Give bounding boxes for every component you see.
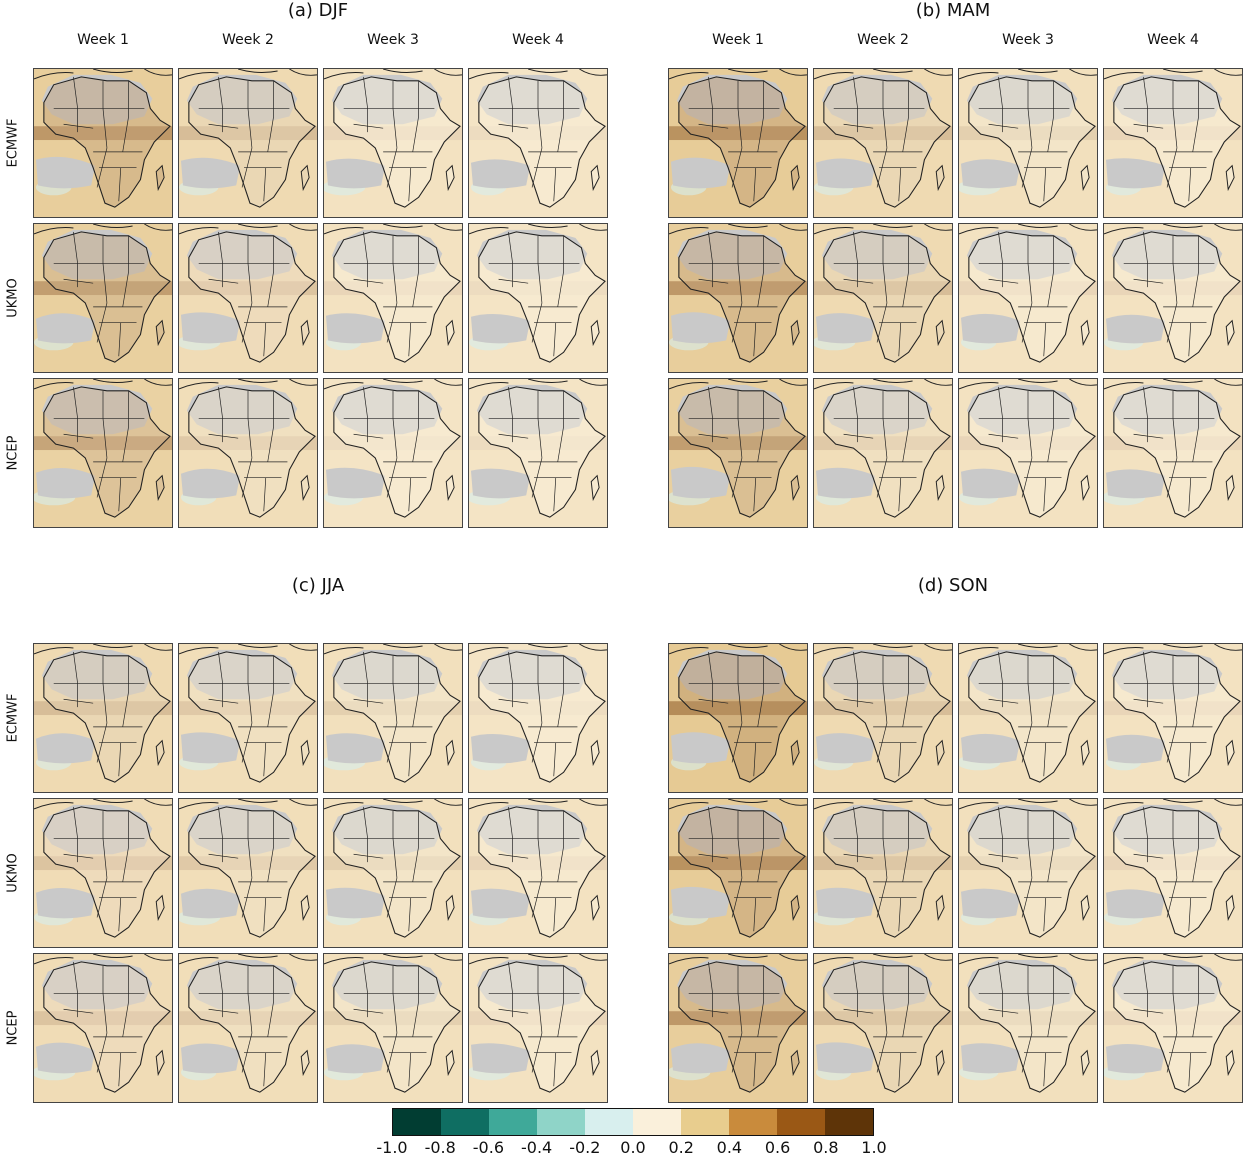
africa-map [668,223,808,373]
column-header: Week 4 [512,32,564,48]
colorbar [392,1108,874,1136]
colorbar-tick-label: -0.6 [472,1138,504,1157]
row-label: NCEP [5,435,21,471]
africa-map [468,68,608,218]
column-header: Week 1 [712,32,764,48]
colorbar-tick-label: 0.0 [620,1138,646,1157]
africa-map [668,68,808,218]
colorbar-segment [681,1109,729,1135]
column-header: Week 3 [1002,32,1054,48]
africa-map [33,223,173,373]
panel-1: (a) DJF Week 1 Week 2 Week 3 Week 4 ECMWF UKMO… [6,0,608,528]
africa-map [468,798,608,948]
africa-map [1103,798,1243,948]
africa-map [323,953,463,1103]
africa-map [958,643,1098,793]
africa-map [813,643,953,793]
africa-map [1103,68,1243,218]
column-header: Week 2 [857,32,909,48]
africa-map [813,378,953,528]
africa-map [323,643,463,793]
africa-map [813,953,953,1103]
panel-title: (d) SON [917,575,989,596]
africa-map [33,798,173,948]
colorbar-segment [777,1109,825,1135]
colorbar-segment [489,1109,537,1135]
africa-map [323,378,463,528]
africa-map [178,68,318,218]
colorbar-tick-label: -0.2 [569,1138,601,1157]
africa-map [468,378,608,528]
africa-map [468,643,608,793]
africa-map [1103,223,1243,373]
colorbar-tick-label: -0.4 [520,1138,553,1157]
africa-map [178,223,318,373]
row-label: NCEP [5,1010,21,1046]
africa-map [668,953,808,1103]
colorbar-segment [585,1109,633,1135]
africa-map [178,953,318,1103]
column-header: Week 1 [77,32,129,48]
column-header: Week 3 [367,32,419,48]
africa-map [958,378,1098,528]
africa-map [668,643,808,793]
colorbar-ticks: -1.0 -0.8 -0.6 -0.4 -0.2 0.0 0.2 0.4 0.6 0.8 1.0 [376,1138,886,1162]
panel-title: (a) DJF [287,0,349,21]
africa-map [958,798,1098,948]
colorbar-tick-label: 0.8 [813,1138,839,1157]
colorbar-tick-label: -0.8 [424,1138,456,1157]
africa-map [323,68,463,218]
africa-map [323,223,463,373]
africa-map [958,68,1098,218]
colorbar-tick-label: -1.0 [376,1138,408,1157]
panel-3: (c) JJA ECMWF UKMO NCEP [6,575,608,1103]
africa-map [178,643,318,793]
colorbar-tick-label: 0.4 [716,1138,743,1157]
column-header: Week 4 [1147,32,1199,48]
colorbar-segment [537,1109,585,1135]
colorbar-tick-label: 1.0 [861,1138,887,1157]
colorbar-segment [729,1109,777,1135]
row-label: UKMO [5,853,21,893]
africa-map [178,798,318,948]
colorbar-segment [393,1109,441,1135]
africa-map [668,798,808,948]
africa-map [668,378,808,528]
africa-map [1103,378,1243,528]
colorbar-tick-label: 0.2 [668,1138,694,1157]
africa-map [813,223,953,373]
africa-map [813,68,953,218]
panel-title: (b) MAM [915,0,991,21]
panel-2: (b) MAM Week 1 Week 2 Week 3 Week 4 [668,0,1243,528]
colorbar-segment [825,1109,873,1135]
row-label: UKMO [5,278,21,318]
africa-map [33,953,173,1103]
row-label: ECMWF [5,693,21,743]
colorbar-tick-label: 0.6 [764,1138,791,1157]
panel-title: (c) JJA [291,575,345,596]
colorbar-segment [441,1109,489,1135]
africa-map [323,798,463,948]
africa-map [33,643,173,793]
africa-map [958,953,1098,1103]
africa-map [1103,953,1243,1103]
africa-map [33,68,173,218]
panel-4: (d) SON [668,575,1243,1103]
column-header: Week 2 [222,32,274,48]
africa-map [1103,643,1243,793]
colorbar-segment [633,1109,681,1135]
africa-map [178,378,318,528]
africa-map [33,378,173,528]
africa-map [468,223,608,373]
africa-map [468,953,608,1103]
africa-map [958,223,1098,373]
africa-map [813,798,953,948]
row-label: ECMWF [5,118,21,168]
